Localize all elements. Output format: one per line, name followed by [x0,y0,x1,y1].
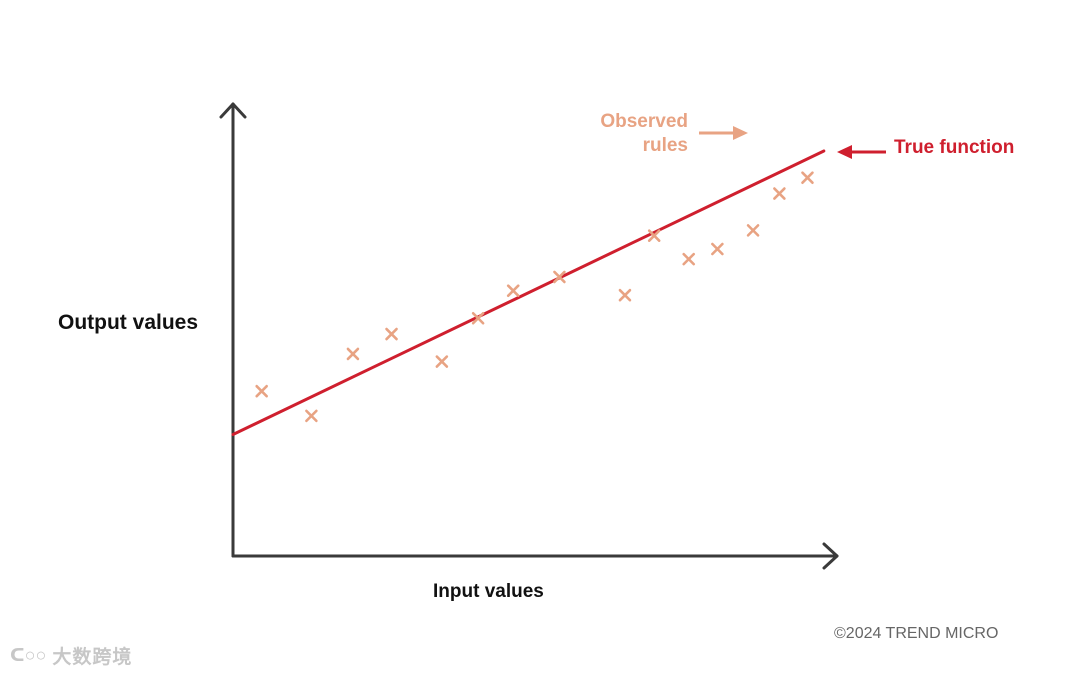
observed-point-stroke [682,252,696,266]
watermark-text: 大数跨境 [52,647,133,668]
observed-point [746,224,760,237]
observed-point-stroke [773,187,786,200]
true-function-line [231,149,826,436]
x-axis-label: Input values [433,581,544,602]
observed-point [682,252,696,266]
observed-point-stroke [746,224,760,237]
observed-point [773,187,786,200]
observed-point [618,288,632,302]
observed-point [255,384,268,398]
observed-point-stroke [711,242,724,256]
observed-point [506,284,520,298]
annotation-arrows [699,126,886,159]
observed-point-stroke [553,270,566,284]
observed-rules-annotation: Observed rules [600,111,688,156]
observed-point-stroke [801,171,814,185]
observed-point [647,229,661,242]
observed-point [385,327,398,341]
observed-point-stroke [618,288,632,302]
copyright-notice: ©2024 TREND MICRO [834,625,999,642]
observed-point [553,270,566,284]
observed-point-stroke [255,384,268,398]
true-function-annotation: True function [894,137,1015,158]
axes [219,102,839,570]
observed-point [305,409,318,423]
observed-point [435,355,449,368]
true-function-arrowhead [837,145,852,159]
observed-point-stroke [435,355,449,368]
observed-point-stroke [506,284,520,298]
observed-point [471,311,485,325]
observed-arrowhead [733,126,748,140]
observed-point [711,242,724,256]
observed-point-stroke [647,229,661,242]
x-axis-arrowhead [822,542,839,570]
observed-point-stroke [385,327,398,341]
observed-point-stroke [305,409,318,423]
brand-logo-icon: ᑕ○○ [10,645,47,665]
y-axis-arrowhead [219,102,247,119]
observed-rules-series [255,171,814,423]
observed-point [346,347,360,361]
observed-point-stroke [471,311,485,325]
observed-point [801,171,814,185]
watermark: ᑕ○○ 大数跨境 [10,642,132,669]
y-axis-label: Output values [58,311,199,334]
true-function-series [231,149,826,436]
observed-point-stroke [346,347,360,361]
